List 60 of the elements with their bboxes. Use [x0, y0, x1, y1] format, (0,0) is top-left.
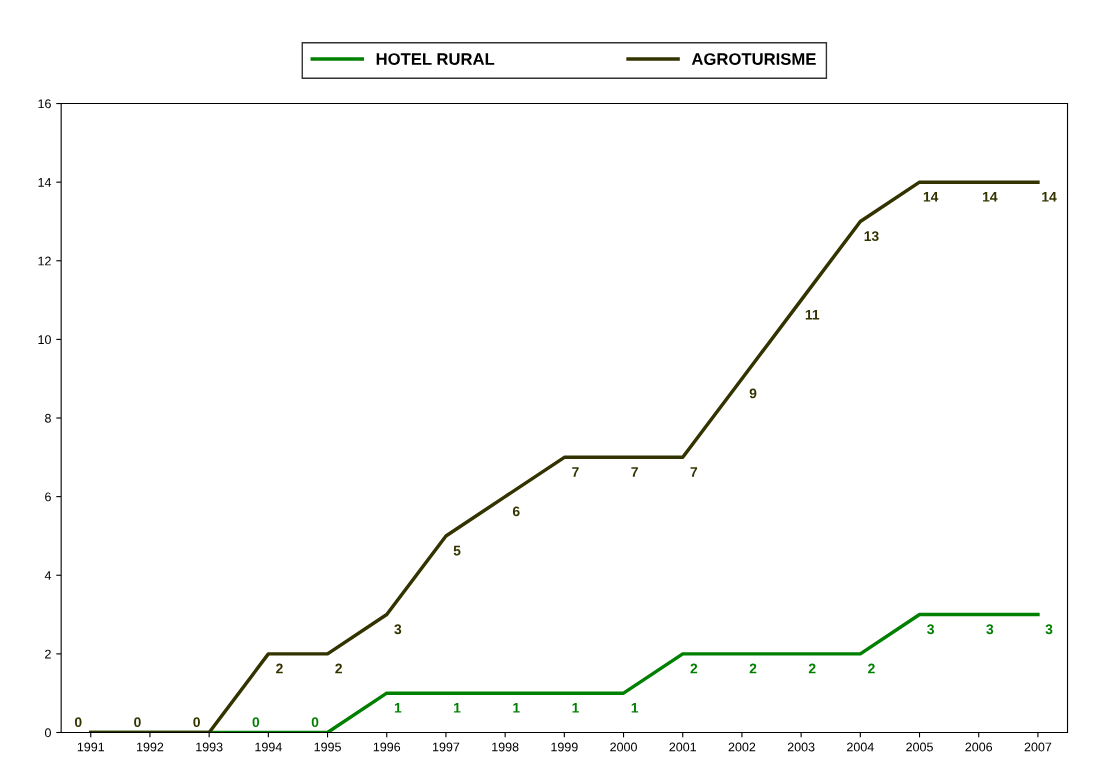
data-label: 0 — [193, 717, 200, 728]
x-tick-label: 1995 — [314, 742, 341, 752]
x-tick-label: 1997 — [433, 742, 460, 752]
x-tick-label: 2002 — [728, 742, 756, 752]
x-tick-label: 1991 — [77, 742, 105, 752]
data-label: 7 — [572, 467, 579, 477]
data-label: 7 — [631, 467, 638, 477]
data-label: 1 — [454, 703, 461, 713]
y-tick-label: 10 — [38, 335, 51, 345]
x-tick-label: 2004 — [847, 742, 874, 752]
data-label: 2 — [749, 663, 757, 674]
data-label: 2 — [276, 663, 283, 674]
data-label: 2 — [690, 663, 698, 674]
legend-label: HOTEL RURAL — [376, 53, 495, 65]
data-label: 7 — [690, 467, 698, 477]
data-label: 0 — [311, 717, 319, 728]
x-tick-label: 1999 — [551, 742, 578, 752]
data-label: 14 — [982, 192, 998, 202]
line-series — [89, 180, 1040, 733]
data-label: 2 — [808, 663, 816, 674]
data-label: 13 — [864, 231, 879, 242]
data-label: 11 — [805, 309, 820, 320]
x-tick-label: 1992 — [137, 742, 164, 752]
x-tick-label: 2005 — [906, 742, 933, 752]
x-tick-label: 2001 — [669, 742, 697, 752]
x-tick-label: 2007 — [1024, 742, 1052, 752]
data-label: 14 — [923, 192, 939, 202]
data-label: 9 — [749, 388, 757, 399]
y-tick-label: 0 — [44, 728, 51, 738]
data-label: 1 — [513, 703, 520, 713]
data-label: 2 — [868, 663, 875, 674]
x-tick-label: 1996 — [373, 742, 401, 752]
y-tick-label: 4 — [44, 571, 52, 580]
data-label: 3 — [394, 624, 402, 635]
data-label: 0 — [74, 717, 82, 728]
y-tick-label: 16 — [38, 99, 51, 109]
y-tick-label: 6 — [45, 492, 51, 502]
data-label: 14 — [1042, 192, 1057, 202]
data-label: 1 — [572, 703, 579, 713]
data-label: 5 — [453, 545, 461, 556]
data-label: 0 — [134, 717, 141, 728]
data-label: 3 — [927, 624, 934, 635]
data-label: 0 — [252, 717, 260, 728]
y-tick-label: 2 — [45, 649, 51, 659]
data-label: 6 — [512, 506, 520, 517]
x-tick-label: 2000 — [610, 742, 637, 752]
legend-label: AGROTURISME — [691, 53, 816, 65]
x-tick-label: 1994 — [255, 742, 282, 752]
x-tick-label: 1993 — [196, 742, 223, 752]
data-label: 1 — [631, 703, 639, 713]
data-label: 2 — [335, 663, 342, 674]
x-tick-label: 1998 — [492, 742, 519, 752]
y-tick-label: 8 — [45, 413, 51, 423]
x-tick-label: 2003 — [787, 742, 815, 752]
data-label: 3 — [1045, 624, 1053, 635]
y-tick-label: 12 — [38, 256, 51, 266]
data-label: 1 — [394, 703, 402, 713]
x-tick-label: 2006 — [965, 742, 993, 752]
y-tick-label: 14 — [38, 178, 52, 187]
data-label: 3 — [986, 624, 994, 635]
